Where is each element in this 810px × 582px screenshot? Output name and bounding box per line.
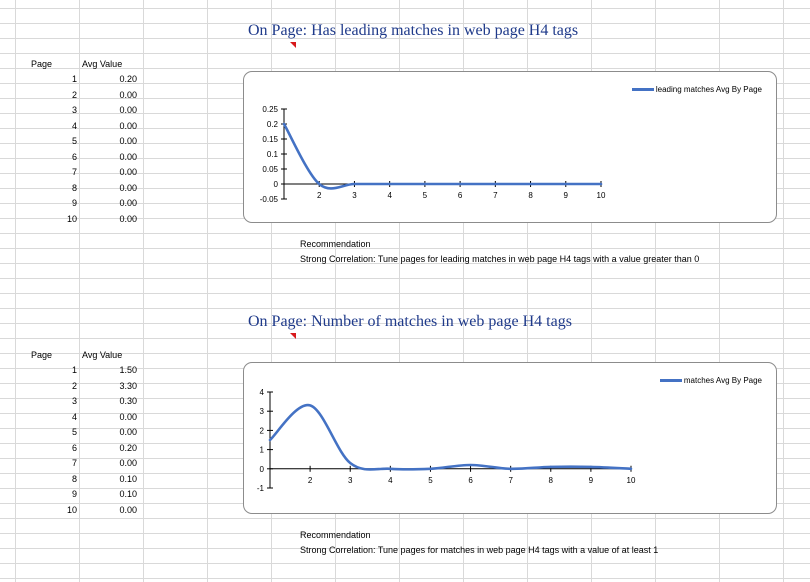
table-cell-page: 3 <box>71 105 77 115</box>
table-cell-page: 1 <box>71 365 77 375</box>
x-tick-label: 8 <box>549 476 554 485</box>
table-cell-page: 2 <box>71 380 77 391</box>
table-cell-value: 0.00 <box>119 136 137 146</box>
x-tick-label: 6 <box>458 191 463 200</box>
chart-canvas: -0.05 0 0.05 0.1 0.15 0.2 0.25 2 3 4 5 6 7 8 9 10 <box>260 105 606 204</box>
y-tick-label: 0.25 <box>262 105 278 114</box>
x-tick-label: 3 <box>348 476 353 485</box>
x-tick-label: 3 <box>352 191 357 200</box>
x-tick-label: 10 <box>597 191 606 200</box>
table-cell-value: 0.20 <box>119 74 137 84</box>
table-cell-value: 0.00 <box>119 458 137 468</box>
x-tick-label: 2 <box>317 191 322 200</box>
chart-matches[interactable]: -1 0 1 2 3 4 2 3 4 5 6 7 8 9 10 matches Avg By Page <box>243 362 777 514</box>
x-tick-label: 9 <box>589 476 594 485</box>
table-cell-page: 2 <box>71 89 77 100</box>
comment-indicator[interactable] <box>290 42 296 48</box>
x-tick-label: 7 <box>508 476 513 485</box>
table-cell-page: 9 <box>71 489 77 499</box>
y-tick-label: -1 <box>257 484 265 493</box>
legend: matches Avg By Page <box>659 376 762 385</box>
table-cell-page: 3 <box>71 396 77 406</box>
legend: leading matches Avg By Page <box>631 85 762 94</box>
table-cell-value: 0.00 <box>119 213 137 224</box>
table-cell-value: 0.00 <box>119 504 137 515</box>
recommendation-text: Strong Correlation: Tune pages for leadi… <box>300 254 700 264</box>
chart-leading-matches[interactable]: -0.05 0 0.05 0.1 0.15 0.2 0.25 2 3 4 5 6 7 8 9 10 leadi… <box>243 71 777 223</box>
table-cell-value: 0.10 <box>119 489 137 499</box>
table-cell-value: 0.00 <box>119 198 137 208</box>
table-cell-page: 5 <box>71 136 77 146</box>
column-header-avg-value: Avg Value <box>82 350 123 360</box>
section-title: On Page: Has leading matches in web page… <box>248 22 579 39</box>
recommendation-text: Strong Correlation: Tune pages for match… <box>300 545 659 555</box>
table-cell-page: 6 <box>71 442 77 453</box>
table-cell-page: 4 <box>71 120 77 131</box>
table-cell-page: 1 <box>71 74 77 84</box>
comment-indicator[interactable] <box>290 333 296 339</box>
table-cell-value: 0.30 <box>119 396 137 406</box>
table-cell-value: 0.00 <box>119 182 137 193</box>
y-tick-label: -0.05 <box>260 195 279 204</box>
y-tick-label: 0 <box>260 465 265 474</box>
series-line <box>282 122 603 190</box>
table-cell-value: 0.00 <box>119 120 137 131</box>
chart-canvas: -1 0 1 2 3 4 2 3 4 5 6 7 8 9 10 <box>257 388 636 493</box>
table-cell-value: 0.00 <box>119 167 137 177</box>
x-tick-label: 2 <box>308 476 313 485</box>
x-tick-label: 9 <box>564 191 569 200</box>
y-tick-label: 0.15 <box>262 135 278 144</box>
y-tick-label: 0 <box>274 180 279 189</box>
y-tick-label: 0.2 <box>267 120 279 129</box>
y-tick-label: 2 <box>260 426 265 435</box>
x-tick-label: 7 <box>493 191 498 200</box>
recommendation-label: Recommendation <box>300 239 371 249</box>
series-line <box>268 404 633 471</box>
x-tick-label: 4 <box>388 476 393 485</box>
table-cell-value: 0.10 <box>119 473 137 484</box>
table-cell-value: 3.30 <box>119 380 137 391</box>
legend-label: leading matches Avg By Page <box>655 85 762 94</box>
y-tick-label: 4 <box>260 388 265 397</box>
table-cell-page: 6 <box>71 151 77 162</box>
table-cell-page: 8 <box>71 473 77 484</box>
table-cell-page: 5 <box>71 427 77 437</box>
x-tick-label: 8 <box>528 191 533 200</box>
table-cell-page: 10 <box>66 213 77 224</box>
table-cell-page: 7 <box>71 167 77 177</box>
x-tick-label: 10 <box>627 476 636 485</box>
x-tick-label: 4 <box>387 191 392 200</box>
table-cell-value: 0.00 <box>119 427 137 437</box>
table-cell-value: 1.50 <box>119 365 137 375</box>
legend-swatch <box>631 88 654 91</box>
section-title: On Page: Number of matches in web page H… <box>248 313 572 330</box>
table-cell-page: 8 <box>71 182 77 193</box>
table-cell-value: 0.00 <box>119 105 137 115</box>
x-tick-label: 5 <box>423 191 428 200</box>
x-tick-label: 6 <box>468 476 473 485</box>
column-header-page: Page <box>31 59 53 69</box>
table-cell-value: 0.20 <box>119 442 137 453</box>
table-cell-value: 0.00 <box>119 411 137 422</box>
column-header-page: Page <box>31 350 53 360</box>
legend-label: matches Avg By Page <box>683 376 762 385</box>
y-tick-label: 3 <box>260 407 265 416</box>
recommendation-label: Recommendation <box>300 530 371 540</box>
table-cell-page: 9 <box>71 198 77 208</box>
y-tick-label: 0.05 <box>262 165 278 174</box>
legend-swatch <box>659 379 682 382</box>
table-cell-page: 7 <box>71 458 77 468</box>
table-cell-page: 4 <box>71 411 77 422</box>
column-header-avg-value: Avg Value <box>82 59 123 69</box>
table-cell-page: 10 <box>66 504 77 515</box>
table-cell-value: 0.00 <box>119 89 137 100</box>
y-tick-label: 0.1 <box>267 150 279 159</box>
y-tick-label: 1 <box>260 446 265 455</box>
x-tick-label: 5 <box>428 476 433 485</box>
table-cell-value: 0.00 <box>119 151 137 162</box>
